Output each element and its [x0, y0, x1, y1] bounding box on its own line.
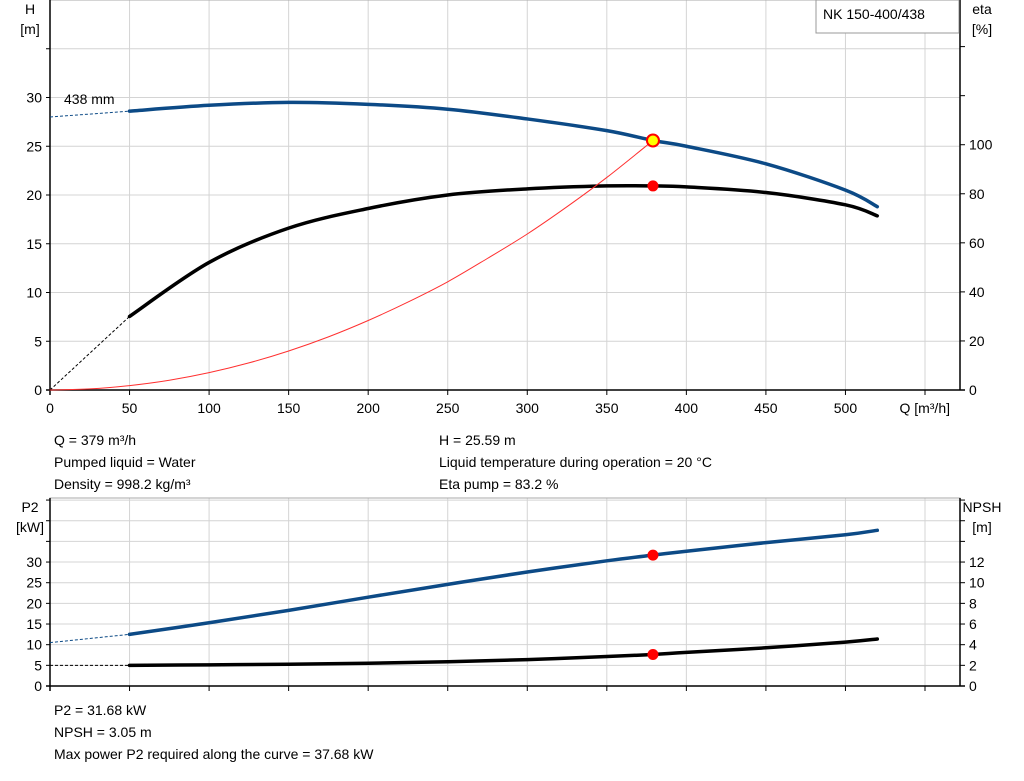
- x-tick-label: 100: [197, 400, 221, 416]
- x-axis-label: Q [m³/h]: [899, 400, 950, 416]
- y2-tick-label: 4: [969, 637, 977, 653]
- y-tick-label: 30: [26, 90, 42, 106]
- info-liquid: Pumped liquid = Water: [54, 454, 196, 470]
- info-density: Density = 998.2 kg/m³: [54, 476, 191, 492]
- y-axis-unit: [kW]: [16, 519, 44, 535]
- y-tick-label: 25: [26, 138, 42, 154]
- x-tick-label: 350: [595, 400, 619, 416]
- y2-tick-label: 40: [969, 284, 985, 300]
- y2-axis-label: eta: [972, 1, 992, 17]
- duty-point-p2: [647, 549, 659, 561]
- y-axis-label: H: [25, 1, 35, 17]
- series-line-2: [49, 139, 654, 391]
- series-extrapolation: [49, 633, 130, 644]
- y2-tick-label: 2: [969, 657, 977, 673]
- x-tick-label: 450: [754, 400, 778, 416]
- y2-axis-unit: [%]: [972, 21, 992, 37]
- pump-label: NK 150-400/438: [823, 6, 925, 22]
- y2-tick-label: 20: [969, 333, 985, 349]
- series-line-0: [127, 100, 880, 209]
- y-tick-label: 10: [26, 285, 42, 301]
- y-tick-label: 10: [26, 637, 42, 653]
- x-tick-label: 150: [277, 400, 301, 416]
- y2-tick-label: 10: [969, 575, 985, 591]
- x-tick-label: 50: [122, 400, 138, 416]
- impeller-label: 438 mm: [64, 91, 115, 107]
- info-npsh: NPSH = 3.05 m: [54, 724, 152, 740]
- y2-tick-label: 12: [969, 554, 985, 570]
- info-h: H = 25.59 m: [439, 432, 516, 448]
- y-tick-label: 30: [26, 554, 42, 570]
- y2-tick-label: 0: [969, 678, 977, 694]
- series-line-0: [127, 528, 880, 637]
- x-tick-label: 300: [516, 400, 540, 416]
- y-tick-label: 25: [26, 575, 42, 591]
- y-tick-label: 20: [26, 187, 42, 203]
- y2-tick-label: 60: [969, 235, 985, 251]
- y2-tick-label: 100: [969, 137, 993, 153]
- x-tick-label: 0: [46, 400, 54, 416]
- info-max-p2: Max power P2 required along the curve = …: [54, 746, 374, 762]
- duty-point-npsh: [647, 648, 659, 660]
- info-temp: Liquid temperature during operation = 20…: [439, 454, 712, 470]
- series-extrapolation: [49, 110, 130, 118]
- x-tick-label: 400: [675, 400, 699, 416]
- power-npsh-chart: 0 5 10 15 20 25 30 0 2 4 6 8 10 12 P2 [kW] NPSH [m]: [16, 497, 1002, 694]
- x-tick-label: 250: [436, 400, 460, 416]
- duty-point-head: [645, 133, 660, 148]
- y2-tick-label: 0: [969, 382, 977, 398]
- duty-point-eta: [647, 180, 659, 192]
- y-axis-unit: [m]: [20, 21, 39, 37]
- series-line-1: [127, 183, 880, 319]
- series-line-1: [127, 637, 880, 668]
- x-tick-label: 200: [357, 400, 381, 416]
- y-tick-label: 5: [34, 657, 42, 673]
- y2-axis-unit: [m]: [972, 519, 991, 535]
- pump-label-box: [815, 0, 960, 34]
- y-tick-label: 15: [26, 236, 42, 252]
- x-tick-label: 500: [834, 400, 858, 416]
- y2-axis-label: NPSH: [963, 499, 1002, 515]
- info-q: Q = 379 m³/h: [54, 432, 137, 448]
- series-extrapolation: [49, 316, 130, 391]
- y-tick-label: 0: [34, 382, 42, 398]
- y-tick-label: 15: [26, 616, 42, 632]
- info-eta: Eta pump = 83.2 %: [439, 476, 559, 492]
- y2-tick-label: 80: [969, 186, 985, 202]
- y-tick-label: 5: [34, 333, 42, 349]
- info-p2: P2 = 31.68 kW: [54, 702, 147, 718]
- y2-tick-label: 6: [969, 616, 977, 632]
- y-axis-label: P2: [21, 499, 38, 515]
- y-tick-label: 20: [26, 595, 42, 611]
- plot-frame: [49, 497, 961, 687]
- y-tick-label: 0: [34, 678, 42, 694]
- y2-tick-label: 8: [969, 595, 977, 611]
